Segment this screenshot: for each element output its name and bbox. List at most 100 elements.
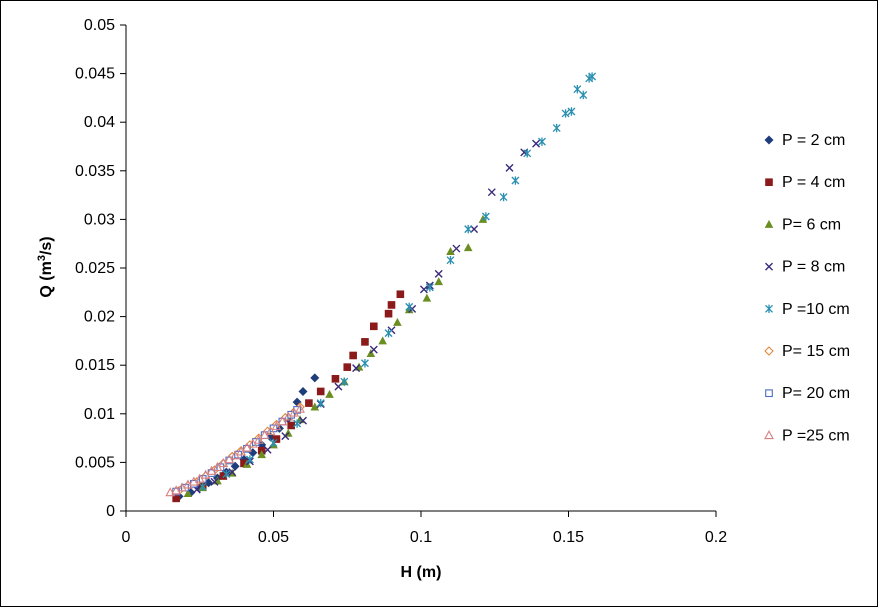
data-point [523,149,532,158]
y-tick-label: 0.045 [75,66,115,83]
y-tick-label: 0 [106,503,115,520]
data-point [405,302,414,312]
data-point [245,455,254,464]
data-point [287,421,295,430]
data-point [343,363,352,371]
data-point [325,389,334,398]
legend-marker [765,178,773,186]
data-point [349,351,357,360]
plot-points [165,72,597,503]
data-point [316,398,325,408]
series-8-points [165,403,305,497]
legend-item: P =25 cm [764,427,850,444]
data-point [422,293,432,302]
data-point [281,432,290,441]
legend-marker [765,389,773,398]
series-2-points [172,290,405,503]
data-point [361,338,369,346]
data-point [370,322,378,331]
legend-item: P= 20 cm [765,385,850,402]
legend: P = 2 cm P = 4 cm P= 6 cm P = 8 cm P =10 cm P… [764,132,850,444]
data-point [369,345,378,354]
legend-label: P =25 cm [782,427,850,444]
x-axis-title: H (m) [401,564,442,581]
data-point [384,309,393,318]
data-point [165,487,176,497]
data-point [331,375,340,383]
y-tick-label: 0.015 [75,357,115,374]
data-point [579,90,588,100]
data-point [464,224,473,234]
data-point [305,399,313,407]
data-point [463,243,473,252]
legend-item: P= 6 cm [764,216,841,233]
data-point [378,336,387,345]
data-point [419,285,428,294]
x-tick-label: 0 [122,529,131,546]
y-axis-ticks: 0 0.005 0.01 0.015 0.02 0.025 0.03 0.035 0.04 0.0… [75,17,126,520]
legend-item: P = 4 cm [765,174,845,191]
data-point [446,246,455,255]
legend-marker [765,262,773,271]
legend-marker [764,135,774,145]
data-point [561,109,570,118]
data-point [588,72,597,81]
legend-label: P= 6 cm [782,216,841,233]
data-point [511,176,520,185]
data-point [265,425,276,436]
data-point [499,192,508,202]
legend-item: P =10 cm [765,301,850,318]
legend-label: P= 20 cm [782,385,850,402]
y-axis-title-tail: /s) [38,236,55,255]
x-tick-label: 0.2 [705,529,727,546]
data-point [340,377,349,386]
legend-label: P =10 cm [782,301,850,318]
y-axis-title-superscript: 3 [36,255,48,261]
data-point [298,386,308,396]
data-point [425,283,434,292]
y-tick-label: 0.025 [75,260,115,277]
data-point [272,435,281,443]
data-point [198,482,207,491]
data-point [434,277,443,286]
data-point [172,494,180,503]
y-tick-label: 0.035 [75,163,115,180]
x-axis-ticks: 0 0.05 0.1 0.15 0.2 [122,511,727,546]
legend-label: P = 4 cm [782,174,845,191]
data-point [393,317,402,326]
data-point [253,434,264,444]
data-point [271,421,282,431]
data-point [434,269,443,278]
x-tick-label: 0.15 [553,529,584,546]
data-point [299,416,307,425]
legend-label: P = 8 cm [782,259,845,276]
data-point [446,256,455,265]
data-point [219,472,228,480]
data-point [334,382,343,391]
data-point [310,373,320,383]
legend-label: P= 15 cm [782,343,850,360]
y-axis-title-main: Q (m [38,261,55,297]
data-point [310,402,320,411]
y-tick-label: 0.01 [84,406,115,423]
y-axis-title: Q (m3/s) [36,236,55,297]
legend-marker [765,304,773,313]
data-point [257,450,266,459]
data-point [396,290,405,299]
data-point [387,301,396,309]
legend-marker [764,430,774,440]
legend-item: P = 8 cm [765,259,845,276]
y-tick-label: 0.03 [84,211,115,228]
data-point [537,137,546,146]
data-point [352,364,361,373]
legend-label: P = 2 cm [782,132,845,149]
data-point [222,469,231,479]
data-point [384,328,393,338]
data-point [210,477,219,486]
legend-item: P = 2 cm [764,132,845,149]
data-point [295,403,305,413]
data-point [360,359,369,368]
x-tick-label: 0.05 [258,529,289,546]
